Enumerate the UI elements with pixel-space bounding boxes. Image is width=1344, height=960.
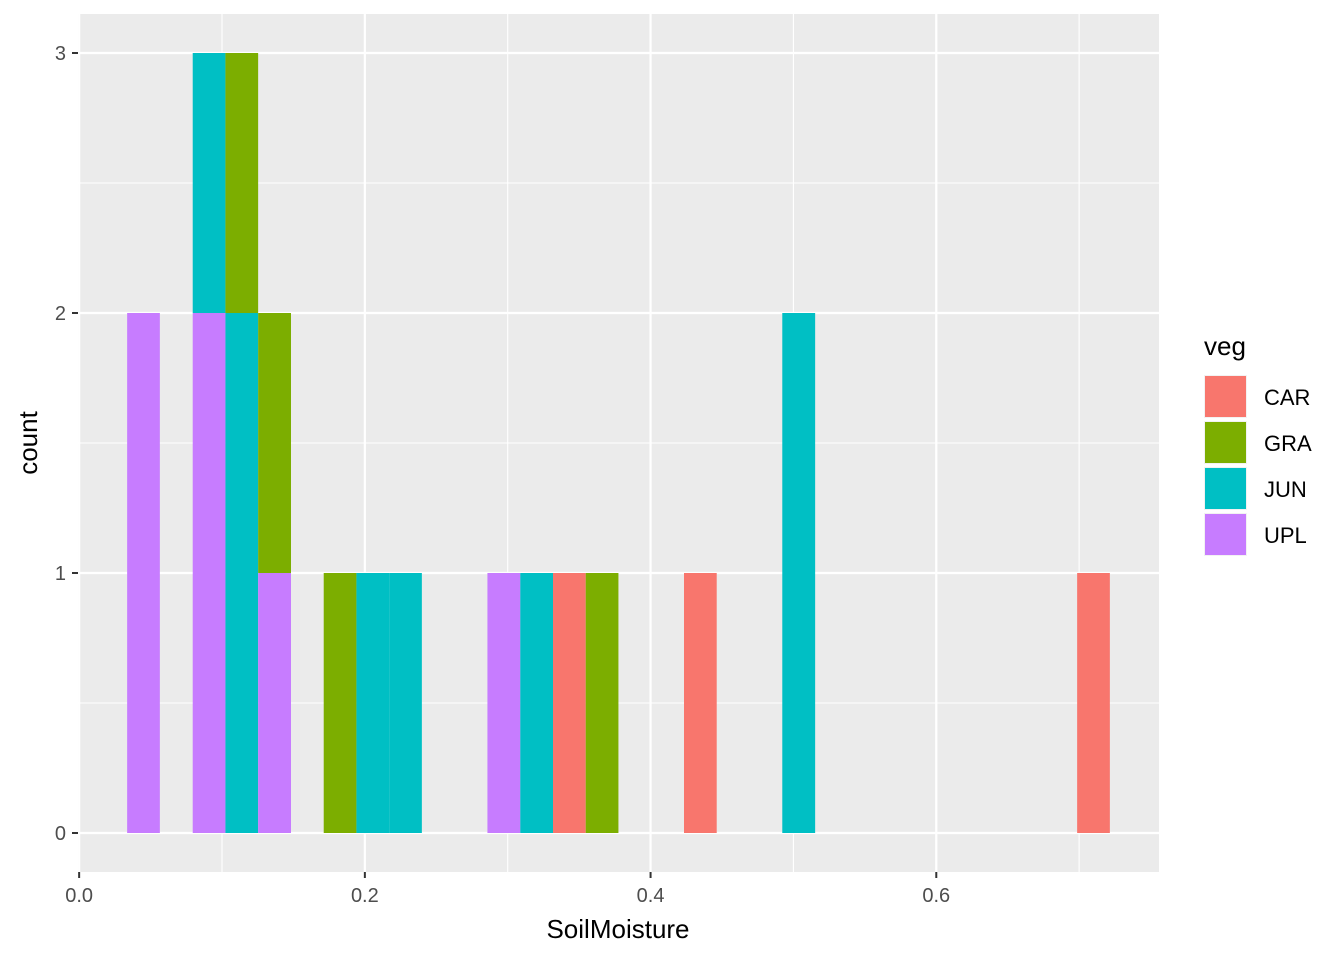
x-tick-label: 0.4: [637, 885, 665, 907]
bars: [127, 53, 1110, 833]
legend-label-car: CAR: [1264, 385, 1310, 410]
bar-jun: [389, 573, 422, 833]
legend-key-upl: [1205, 514, 1246, 555]
bar-upl: [127, 313, 160, 833]
legend-label-jun: JUN: [1264, 477, 1307, 502]
x-tick-label: 0.2: [351, 885, 379, 907]
bar-jun: [520, 573, 553, 833]
y-tick-label: 3: [55, 43, 66, 65]
bar-jun: [782, 313, 816, 833]
x-tick-label: 0.6: [922, 885, 950, 907]
y-tick-label: 2: [55, 303, 66, 325]
bar-upl: [258, 573, 291, 833]
y-tick-label: 0: [55, 823, 66, 845]
legend: veg CAR GRA JUN UPL: [1204, 331, 1312, 556]
legend-label-gra: GRA: [1264, 431, 1312, 456]
legend-key-jun: [1205, 468, 1246, 509]
legend-title: veg: [1204, 331, 1246, 361]
legend-key-car: [1205, 376, 1246, 417]
x-tick-label: 0.0: [65, 885, 93, 907]
legend-key-gra: [1205, 422, 1246, 463]
gridlines: [78, 14, 1159, 872]
y-axis-title: count: [13, 410, 43, 474]
bar-jun: [356, 573, 390, 833]
legend-label-upl: UPL: [1264, 523, 1307, 548]
bar-jun: [192, 53, 226, 313]
bar-gra: [258, 313, 291, 573]
bar-upl: [487, 573, 521, 833]
bar-upl: [192, 313, 226, 833]
bar-car: [553, 573, 586, 833]
bar-car: [684, 573, 717, 833]
bar-gra: [585, 573, 619, 833]
bar-car: [1077, 573, 1110, 833]
bar-gra: [323, 573, 357, 833]
bar-jun: [225, 313, 259, 833]
x-axis-title: SoilMoisture: [546, 914, 689, 944]
axes: 0.0 0.2 0.4 0.6 0 1 2 3: [55, 43, 950, 907]
bar-gra: [225, 53, 259, 313]
y-tick-label: 1: [55, 563, 66, 585]
